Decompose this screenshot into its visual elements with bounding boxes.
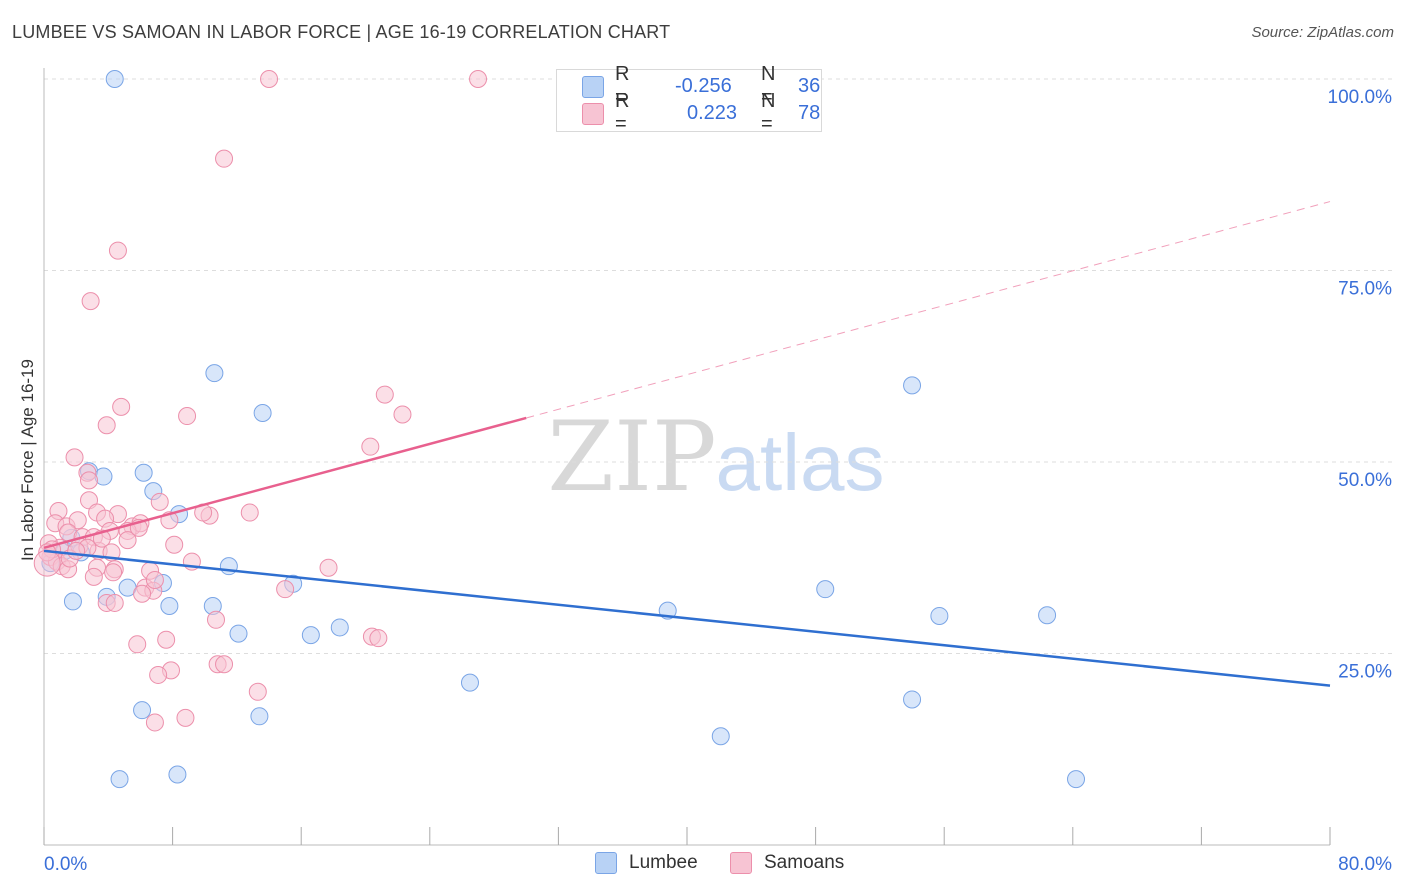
samoan-point <box>215 149 234 168</box>
samoan-point <box>240 503 259 522</box>
samoan-point <box>128 635 147 654</box>
lumbee-point <box>134 463 153 482</box>
samoan-point <box>215 655 234 674</box>
samoan-point <box>67 541 86 560</box>
samoans-swatch <box>582 103 604 125</box>
samoan-point <box>375 385 394 404</box>
samoan-point <box>260 70 279 88</box>
samoan-point <box>145 713 164 732</box>
y-tick-label: 100.0% <box>1328 87 1393 108</box>
lumbee-swatch <box>582 76 604 98</box>
lumbee-legend-label: Lumbee <box>629 852 698 873</box>
lumbee-point <box>1067 770 1086 789</box>
bottom-legend-samoans: Samoans <box>730 852 844 874</box>
lumbee-point <box>301 626 320 645</box>
y-axis-label: In Labor Force | Age 16-19 <box>18 359 37 561</box>
source-label: Source: ZipAtlas.com <box>1251 24 1394 41</box>
lumbee-point <box>168 765 187 784</box>
samoan-point <box>84 567 103 586</box>
samoans-n-value: 78 <box>798 101 821 124</box>
samoan-point <box>150 492 169 511</box>
samoan-point <box>248 682 267 701</box>
lumbee-point <box>711 727 730 746</box>
bottom-legend-lumbee: Lumbee <box>595 852 698 874</box>
samoan-point <box>81 292 100 311</box>
samoans-legend-label: Samoans <box>764 852 845 873</box>
samoan-point <box>361 437 380 456</box>
samoans-legend-swatch <box>730 852 752 874</box>
lumbee-point <box>160 597 179 616</box>
y-tick-label: 50.0% <box>1338 470 1392 491</box>
lumbee-point <box>253 403 272 422</box>
legend-n-label: N = <box>761 90 776 135</box>
samoan-point <box>112 397 131 416</box>
y-tick-label: 75.0% <box>1338 279 1392 300</box>
samoan-point <box>369 629 388 648</box>
lumbee-n-value: 36 <box>798 74 821 97</box>
samoan-point <box>393 405 412 424</box>
lumbee-point <box>903 690 922 709</box>
lumbee-point <box>903 376 922 395</box>
lumbee-point <box>133 701 152 720</box>
samoan-point <box>207 610 226 629</box>
samoan-trend-line <box>43 416 527 549</box>
samoan-point <box>97 416 116 435</box>
samoan-point <box>165 535 184 554</box>
lumbee-point <box>930 606 949 625</box>
lumbee-point <box>330 618 349 637</box>
samoan-point <box>80 471 99 490</box>
samoan-point <box>33 549 61 577</box>
y-tick-label: 25.0% <box>1338 662 1392 683</box>
lumbee-legend-swatch <box>595 852 617 874</box>
lumbee-point <box>1038 606 1057 625</box>
lumbee-trend-line <box>43 549 1331 687</box>
samoan-trend-line-dashed <box>526 201 1331 419</box>
x-tick-label: 80.0% <box>1338 854 1392 875</box>
samoan-point <box>145 570 164 589</box>
watermark-zip: ZIP <box>547 401 716 513</box>
samoan-point <box>65 448 84 467</box>
lumbee-point <box>63 592 82 611</box>
samoan-point <box>178 407 197 426</box>
samoan-point <box>105 593 124 612</box>
lumbee-point <box>219 557 238 576</box>
chart-title: LUMBEE VS SAMOAN IN LABOR FORCE | AGE 16… <box>12 22 671 42</box>
samoan-point <box>68 511 87 530</box>
lumbee-point <box>460 673 479 692</box>
legend-r-label: R = <box>615 63 630 108</box>
lumbee-point <box>816 580 835 599</box>
legend-r-label: R = <box>615 90 630 135</box>
samoan-point <box>118 531 137 550</box>
x-tick-label: 0.0% <box>44 854 87 875</box>
lumbee-point <box>110 770 129 789</box>
lumbee-point <box>250 707 269 726</box>
legend-n-label: N = <box>761 63 776 108</box>
correlation-legend: R = -0.256 N = 36 R = 0.223 N = 78 <box>556 63 822 135</box>
lumbee-r-value: -0.256 <box>675 74 732 97</box>
samoans-r-value: 0.223 <box>687 101 738 124</box>
samoan-point <box>157 630 176 649</box>
lumbee-point <box>205 364 224 383</box>
samoan-point <box>133 584 152 603</box>
samoan-point <box>319 558 338 577</box>
samoan-point <box>469 70 488 88</box>
lumbee-point <box>105 70 124 88</box>
samoan-point <box>149 665 168 684</box>
samoan-point <box>108 241 127 260</box>
lumbee-point <box>229 624 248 643</box>
samoan-point <box>276 580 295 599</box>
samoan-point <box>176 708 195 727</box>
samoan-point <box>104 563 123 582</box>
